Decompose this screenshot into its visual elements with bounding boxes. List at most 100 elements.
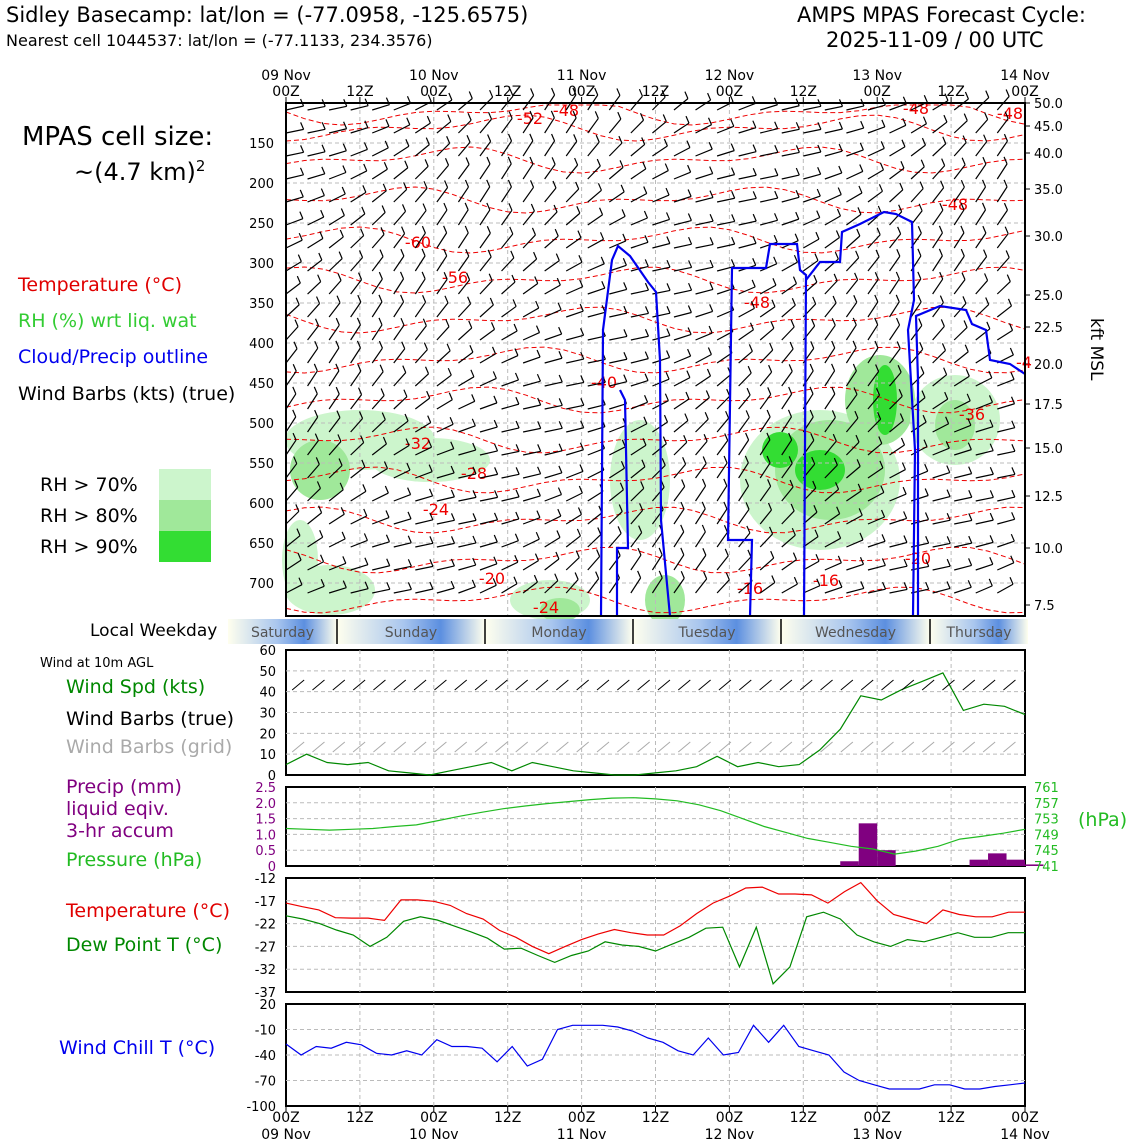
wind-barb <box>996 186 1008 203</box>
wind-barb-feather <box>422 294 427 303</box>
wind-panel-y-tick-label: 60 <box>259 644 276 659</box>
wind-barb-feather <box>429 488 434 497</box>
wind-barb <box>501 473 520 479</box>
wind-barb-feather <box>946 489 951 497</box>
wind-barb <box>458 496 477 502</box>
weekday-name: Saturday <box>251 625 314 641</box>
wind-barb-feather <box>731 191 736 199</box>
wind-barb-feather <box>795 122 800 130</box>
legend-rh90: RH > 90% <box>40 536 138 558</box>
wind-barb <box>846 563 864 571</box>
wind-barb <box>889 233 902 249</box>
wind-barb-feather <box>1010 533 1015 542</box>
grid-wind-barb <box>820 741 833 753</box>
wind-barb <box>846 127 864 134</box>
wind-barb <box>932 398 949 410</box>
wind-barb <box>716 125 735 134</box>
wind-barb-feather <box>897 226 902 235</box>
wind-barb <box>328 105 347 111</box>
wind-barb-feather <box>292 432 297 441</box>
precip-bar <box>1025 864 1044 866</box>
wind-barb <box>479 473 498 479</box>
wind-barb-feather <box>730 143 735 151</box>
wind-barb <box>630 466 646 479</box>
wind-barb <box>695 578 708 594</box>
precip-label-3: 3-hr accum <box>66 820 174 842</box>
wind-barb <box>565 261 583 272</box>
wind-barb <box>350 442 365 456</box>
wind-barb <box>738 197 757 203</box>
wind-barb <box>954 564 972 571</box>
wind-barb <box>414 397 431 410</box>
wind-barb <box>803 560 820 571</box>
wind-barb-feather <box>378 271 383 280</box>
wind-barb <box>781 463 793 479</box>
wind-barb <box>673 195 692 203</box>
wind-barb <box>889 565 908 571</box>
wind-barb <box>630 423 648 433</box>
wind-barb <box>760 128 778 134</box>
wind-barb <box>845 301 858 318</box>
wind-barb <box>371 324 383 341</box>
wind-barb <box>824 280 838 295</box>
wind-barb <box>522 495 541 502</box>
temp-panel-y-tick-label: -27 <box>255 940 276 955</box>
wind-barb <box>457 279 471 295</box>
wind-barb <box>522 450 541 456</box>
weekday-segment <box>781 619 930 644</box>
wind-barb-feather <box>989 467 994 475</box>
wind-barb-feather <box>380 227 385 235</box>
grid-wind-barb <box>657 741 671 753</box>
wind-barb <box>307 281 322 295</box>
cloud-outline <box>599 244 672 617</box>
isotherm-label: -28 <box>461 464 487 483</box>
wind-barb <box>522 581 538 594</box>
wind-barb-feather <box>706 368 712 377</box>
wind-barb-feather <box>744 478 750 487</box>
wind-barb-feather <box>472 535 477 544</box>
wind-barb <box>975 328 991 341</box>
wind-barb <box>846 149 864 157</box>
wind-barb <box>738 350 753 364</box>
wind-barb <box>846 490 862 502</box>
wind-barb <box>781 510 795 525</box>
wind-barb <box>457 164 470 180</box>
grid-wind-barb <box>312 741 325 753</box>
wind-barb-feather <box>688 260 693 268</box>
wind-barb <box>436 278 448 295</box>
wind-barb <box>285 239 303 249</box>
isotherm-label: -20 <box>479 569 505 588</box>
wind-barb <box>716 462 728 479</box>
wind-barb <box>781 304 796 318</box>
wind-barb <box>975 426 994 433</box>
wind-barb <box>587 556 601 571</box>
wind-barb-feather <box>617 526 622 534</box>
wind-barb-feather <box>405 438 410 446</box>
rh80-swatch <box>159 500 211 531</box>
wind-barb <box>307 393 318 410</box>
wind-barb <box>824 347 836 364</box>
wind-barb <box>566 358 584 364</box>
wind-barb <box>393 469 411 479</box>
wind-barb-feather <box>774 145 779 153</box>
wind-barb-feather <box>448 92 453 101</box>
wind-barb <box>781 371 793 387</box>
surface-wind-barb <box>677 679 691 691</box>
wind-barb-feather <box>817 144 822 153</box>
wind-barb-feather <box>620 461 626 469</box>
wind-barb-feather <box>900 161 905 169</box>
wind-barb-feather <box>836 208 842 217</box>
wind-barb <box>738 462 749 479</box>
wind-barb-feather <box>922 116 928 124</box>
wind-barb <box>716 485 728 502</box>
wind-barb-feather <box>530 88 535 96</box>
wind-barb-feather <box>1009 577 1014 585</box>
wind-barb-feather <box>1003 156 1008 165</box>
wind-barb-feather <box>875 387 881 396</box>
wind-barb-feather <box>447 367 452 376</box>
wind-barb-feather <box>558 351 563 359</box>
wind-barb <box>285 128 304 134</box>
wind-barb <box>910 470 928 479</box>
wind-barb-feather <box>299 211 304 219</box>
wind-barb <box>565 557 580 571</box>
